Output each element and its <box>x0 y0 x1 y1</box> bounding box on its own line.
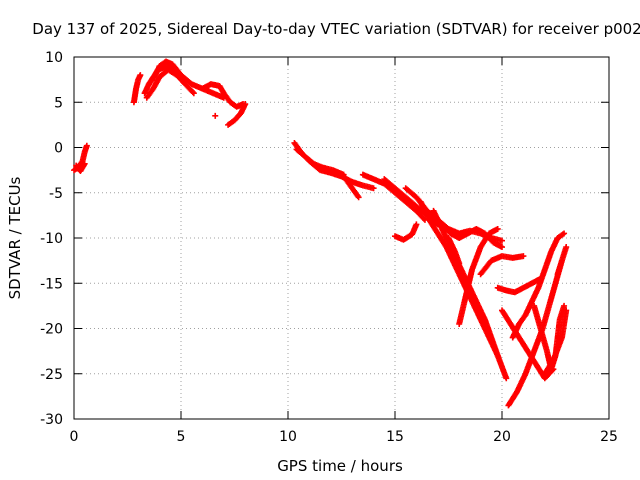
chart-title: Day 137 of 2025, Sidereal Day-to-day VTE… <box>32 20 640 38</box>
y-tick-label: 10 <box>45 50 63 66</box>
series-arc-02 <box>73 160 88 175</box>
data-point <box>190 90 197 97</box>
y-tick-label: -30 <box>40 412 63 428</box>
series-arc-28 <box>541 307 570 377</box>
x-tick-label: 0 <box>70 429 79 445</box>
series-arc-24 <box>505 257 565 409</box>
data-point <box>494 352 501 359</box>
data-point <box>456 260 463 267</box>
series-arc-21 <box>456 225 501 327</box>
data-point <box>549 367 556 374</box>
data-point <box>189 89 196 96</box>
x-tick-label: 15 <box>386 429 404 445</box>
x-tick-label: 5 <box>177 429 186 445</box>
data-point <box>561 302 568 309</box>
data-point <box>212 112 219 119</box>
y-tick-label: -20 <box>40 322 63 338</box>
series-arc-07 <box>199 81 247 110</box>
data-point <box>242 101 249 108</box>
data-point <box>370 185 377 192</box>
series-arc-27 <box>499 307 557 382</box>
series-arc-12 <box>342 176 362 201</box>
data-point <box>563 307 570 314</box>
series-arc-11 <box>293 146 347 178</box>
x-tick-label: 10 <box>279 429 297 445</box>
data-point <box>180 77 187 84</box>
series-arc-09 <box>225 101 249 128</box>
x-tick-label: 20 <box>493 429 511 445</box>
y-tick-label: 5 <box>54 95 63 111</box>
y-tick-label: -10 <box>40 231 63 247</box>
data-point <box>499 244 505 251</box>
y-axis: 10 5 0 -5 -10 -15 -20 -25 -30 <box>40 50 609 428</box>
data-points <box>71 58 570 409</box>
series-arc-29 <box>554 244 570 278</box>
data-point <box>83 142 90 149</box>
data-point <box>340 171 347 178</box>
data-point <box>550 366 557 373</box>
data-point <box>520 253 527 260</box>
data-point <box>355 194 362 201</box>
y-tick-label: -15 <box>40 276 63 292</box>
series-arc-03 <box>130 72 144 106</box>
series-arc-06 <box>145 63 187 88</box>
data-point <box>413 221 420 228</box>
y-tick-label: -5 <box>49 186 63 202</box>
y-tick-label: 0 <box>54 141 63 157</box>
data-point <box>563 244 570 251</box>
data-point <box>561 230 568 237</box>
x-axis-label: GPS time / hours <box>277 457 403 475</box>
data-point <box>503 375 510 382</box>
x-tick-label: 25 <box>600 429 618 445</box>
series-arc-15 <box>392 221 420 243</box>
data-point <box>494 225 501 232</box>
series-arc-19 <box>445 235 463 267</box>
x-axis: 0 5 10 15 20 25 <box>70 57 618 445</box>
series-arc-22 <box>477 253 527 278</box>
series-arc-08 <box>212 112 219 119</box>
y-tick-label: -25 <box>40 367 63 383</box>
data-point <box>137 72 144 79</box>
data-point <box>499 237 505 244</box>
y-axis-label: SDTVAR / TECUs <box>6 176 24 299</box>
data-point <box>81 160 88 167</box>
